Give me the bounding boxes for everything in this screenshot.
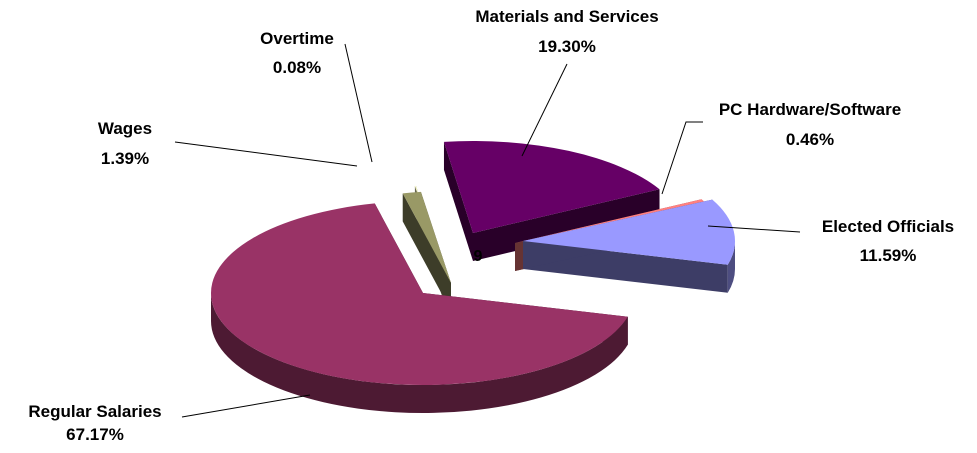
slice-value-regular-salaries: 67.17% bbox=[66, 425, 124, 444]
slice-top-face bbox=[443, 141, 660, 233]
pie-slice-elected-officials bbox=[523, 199, 735, 293]
pie-slices bbox=[211, 141, 735, 413]
slice-value-pc-hardware-software: 0.46% bbox=[786, 130, 834, 149]
stray-annotation: 9 bbox=[474, 248, 483, 265]
slice-label-materials-and-services: Materials and Services bbox=[475, 7, 658, 26]
slice-labels: Regular Salaries 67.17% Wages 1.39% Overtime… bbox=[28, 7, 954, 444]
slice-top-face bbox=[523, 199, 735, 265]
slice-label-elected-officials: Elected Officials bbox=[822, 217, 954, 236]
leader-line-elected-officials bbox=[707, 225, 801, 233]
slice-side-wall bbox=[211, 293, 628, 413]
slice-label-wages: Wages bbox=[98, 119, 152, 138]
slice-value-wages: 1.39% bbox=[101, 149, 149, 168]
slice-label-pc-hardware-software: PC Hardware/Software bbox=[719, 100, 901, 119]
leader-line-wages bbox=[174, 141, 358, 167]
pie-slice-regular-salaries bbox=[211, 203, 628, 413]
slice-cut-face bbox=[402, 193, 451, 311]
slice-value-overtime: 0.08% bbox=[273, 58, 321, 77]
leader-line-regular-salaries bbox=[181, 394, 311, 418]
leader-line-overtime bbox=[344, 43, 373, 163]
pie-slice-wages bbox=[402, 191, 451, 311]
slice-label-overtime: Overtime bbox=[260, 29, 334, 48]
slice-top-face bbox=[515, 199, 705, 243]
slice-cut-face bbox=[443, 141, 473, 261]
slice-value-materials-and-services: 19.30% bbox=[538, 37, 596, 56]
slice-value-elected-officials: 11.59% bbox=[860, 246, 917, 265]
leader-line-pc-hardware-software bbox=[661, 121, 703, 195]
slice-top-face bbox=[402, 191, 451, 283]
slice-top-face bbox=[211, 203, 628, 385]
slice-label-regular-salaries: Regular Salaries bbox=[28, 402, 161, 421]
leader-lines bbox=[174, 43, 801, 418]
leader-line-materials-and-services bbox=[521, 63, 568, 157]
slice-side-wall bbox=[727, 241, 735, 293]
